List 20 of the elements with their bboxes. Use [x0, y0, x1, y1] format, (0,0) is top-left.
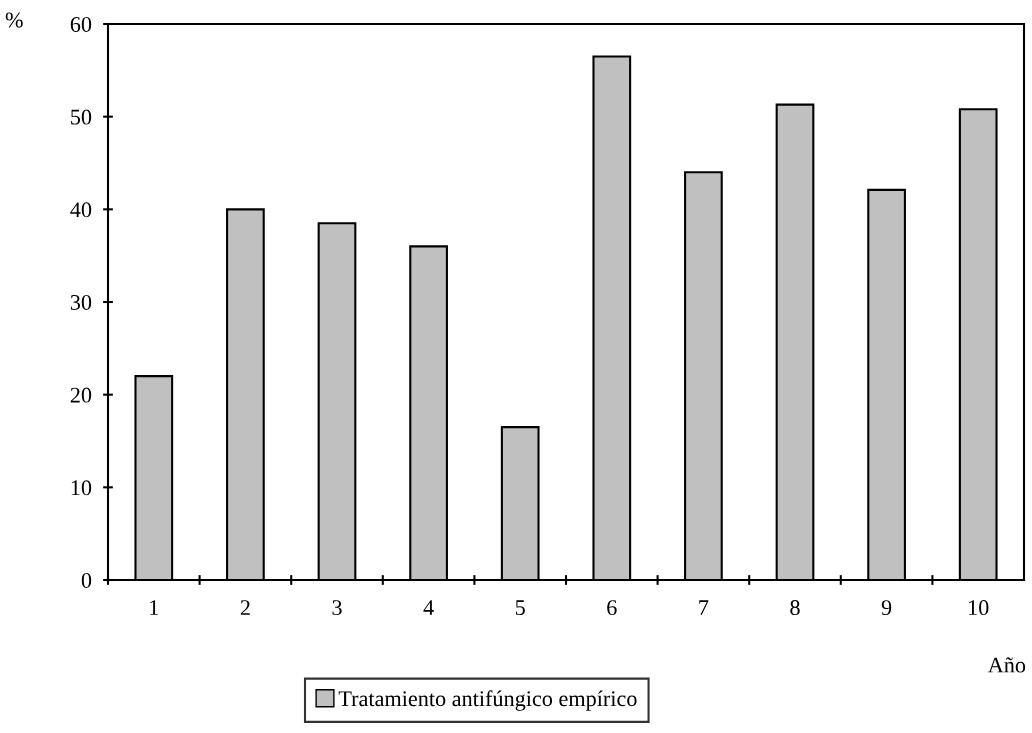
y-tick-label: 60: [70, 16, 92, 32]
y-tick-label: 0: [81, 572, 92, 588]
x-tick-label: 10: [969, 600, 989, 616]
x-tick-label: 7: [699, 600, 709, 615]
y-axis-title: %: [5, 12, 23, 28]
x-tick-label: 8: [790, 600, 800, 616]
x-tick-label: 2: [240, 600, 250, 615]
x-tick-label: 4: [423, 600, 434, 615]
y-tick-label: 50: [71, 109, 92, 125]
x-tick-label: 5: [515, 600, 525, 616]
y-tick-label: 30: [70, 294, 92, 310]
y-tick-label: 10: [71, 480, 92, 496]
x-tick-label: 1: [150, 600, 159, 615]
x-tick-label: 6: [607, 600, 617, 616]
y-tick-label: 40: [70, 202, 92, 218]
x-axis-title: Año: [987, 657, 1026, 673]
x-tick-label: 9: [881, 600, 892, 616]
x-tick-label: 3: [332, 600, 342, 616]
legend-label: Tratamiento antifúngico empírico: [338, 690, 637, 711]
y-tick-label: 20: [70, 387, 92, 403]
